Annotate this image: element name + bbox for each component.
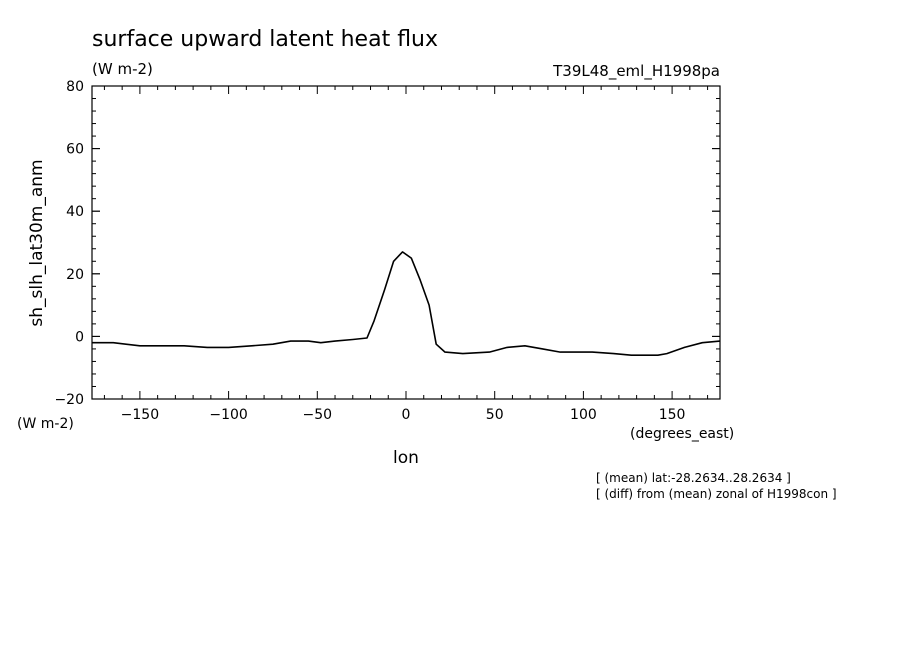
y-axis-label: sh_slh_lat30m_anm	[27, 159, 47, 326]
y-tick-label: 40	[66, 204, 84, 220]
plot-frame	[91, 85, 721, 400]
note-lat-range: [ (mean) lat:-28.2634..28.2634 ]	[596, 471, 791, 485]
x-axis-units: (degrees_east)	[630, 426, 734, 442]
x-tick-label: 50	[486, 407, 504, 423]
y-tick-label: 20	[66, 267, 84, 283]
x-tick-label: 150	[659, 407, 686, 423]
x-tick-label: −150	[121, 407, 159, 423]
note-diff: [ (diff) from (mean) zonal of H1998con ]	[596, 487, 837, 501]
x-tick-label: −50	[303, 407, 333, 423]
y-tick-label: 0	[75, 329, 84, 345]
chart-units: (W m-2)	[92, 60, 153, 78]
x-tick-label: 100	[570, 407, 597, 423]
y-axis-units: (W m-2)	[17, 416, 74, 432]
chart-title: surface upward latent heat flux	[92, 27, 438, 52]
x-tick-label: 0	[402, 407, 411, 423]
y-tick-labels: −20 0 20 40 60 80	[54, 79, 84, 408]
series-line	[92, 251, 721, 356]
y-tick-label: 60	[66, 142, 84, 158]
x-tick-label: −100	[209, 407, 247, 423]
y-tick-label: 80	[66, 79, 84, 95]
run-label: T39L48_eml_H1998pa	[552, 62, 720, 81]
x-axis-label: lon	[393, 448, 419, 468]
y-tick-label: −20	[54, 392, 84, 408]
x-tick-labels: −150 −100 −50 0 50 100 150	[121, 407, 686, 423]
axis-ticks	[92, 85, 720, 400]
